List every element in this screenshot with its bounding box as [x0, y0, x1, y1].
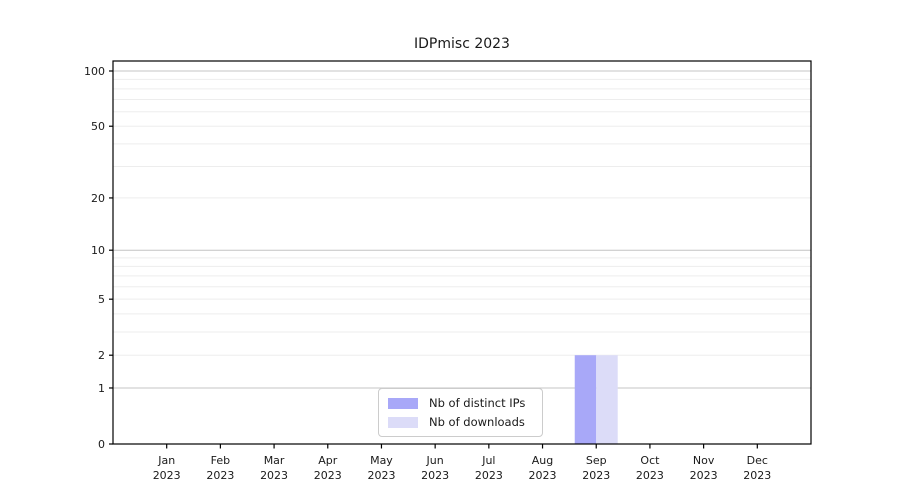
x-tick-label-month: Jan — [157, 454, 175, 467]
x-tick-label-year: 2023 — [743, 469, 771, 482]
x-tick-label-year: 2023 — [636, 469, 664, 482]
bar-downloads — [596, 355, 618, 444]
x-tick-label-month: Oct — [640, 454, 660, 467]
y-tick-label: 100 — [84, 65, 105, 78]
x-tick-label-year: 2023 — [475, 469, 503, 482]
y-tick-label: 10 — [91, 244, 105, 257]
x-tick-label-month: Sep — [586, 454, 607, 467]
legend: Nb of distinct IPs Nb of downloads — [378, 388, 543, 437]
x-tick-label-year: 2023 — [314, 469, 342, 482]
x-tick-label-year: 2023 — [582, 469, 610, 482]
plot-border — [112, 60, 812, 445]
y-tick-label: 1 — [98, 382, 105, 395]
x-tick-label-year: 2023 — [421, 469, 449, 482]
x-tick-label-month: Jun — [426, 454, 444, 467]
x-tick-label-month: Mar — [264, 454, 285, 467]
y-tick-label: 20 — [91, 192, 105, 205]
legend-item-downloads: Nb of downloads — [388, 415, 533, 429]
legend-label-distinct-ips: Nb of distinct IPs — [429, 396, 526, 410]
legend-swatch-distinct-ips — [388, 397, 418, 409]
x-tick-label-month: Feb — [211, 454, 230, 467]
x-tick-label-year: 2023 — [153, 469, 181, 482]
x-tick-label-month: Apr — [318, 454, 338, 467]
x-tick-label-month: Nov — [693, 454, 715, 467]
y-tick-label: 5 — [98, 293, 105, 306]
legend-label-downloads: Nb of downloads — [429, 415, 525, 429]
x-tick-label-month: Dec — [747, 454, 768, 467]
x-tick-label-year: 2023 — [529, 469, 557, 482]
x-tick-label-month: May — [370, 454, 393, 467]
legend-item-distinct-ips: Nb of distinct IPs — [388, 396, 533, 410]
y-tick-label: 0 — [98, 438, 105, 451]
legend-swatch-downloads — [388, 416, 418, 428]
x-tick-label-year: 2023 — [260, 469, 288, 482]
x-tick-label-year: 2023 — [690, 469, 718, 482]
x-tick-label-month: Jul — [481, 454, 495, 467]
x-tick-label-year: 2023 — [206, 469, 234, 482]
chart-title: IDPmisc 2023 — [414, 36, 510, 52]
y-tick-label: 50 — [91, 120, 105, 133]
y-tick-label: 2 — [98, 349, 105, 362]
x-tick-label-year: 2023 — [367, 469, 395, 482]
x-tick-label-month: Aug — [532, 454, 553, 467]
bar-distinct-ips — [574, 355, 597, 444]
